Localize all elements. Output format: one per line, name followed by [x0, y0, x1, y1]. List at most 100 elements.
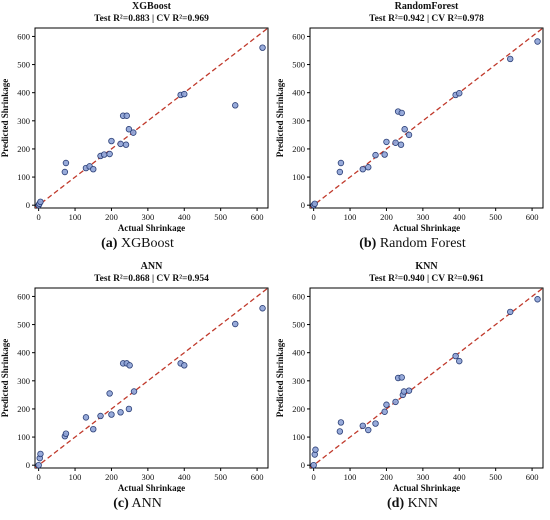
y-axis-title: Predicted Shrinkage	[275, 339, 285, 418]
data-point	[381, 151, 388, 158]
x-axis-title: Actual Shrinkage	[393, 223, 460, 232]
data-point	[125, 126, 133, 133]
y-tick-label: 600	[17, 31, 30, 41]
data-point	[117, 409, 124, 416]
data-point	[456, 90, 463, 97]
chart-subtitle: Test R²=0.940 | CV R²=0.961	[369, 274, 484, 284]
data-point	[400, 388, 408, 395]
data-point	[106, 150, 113, 158]
data-point	[398, 109, 405, 117]
x-tick-label: 400	[453, 212, 466, 222]
caption-letter: (a)	[101, 236, 118, 251]
chart-title: RandomForest	[395, 1, 459, 12]
reference-line	[310, 28, 543, 208]
reference-line	[35, 288, 268, 468]
y-tick-label: 300	[17, 376, 30, 386]
y-tick-label: 100	[17, 432, 30, 442]
x-tick-label: 300	[416, 472, 429, 482]
figure-caption: (a) XGBoost	[0, 236, 275, 252]
data-point	[181, 362, 188, 369]
x-tick-label: 300	[141, 212, 154, 222]
x-axis-title: Actual Shrinkage	[393, 483, 460, 492]
chart-title: ANN	[141, 261, 163, 272]
chart-svg: XGBoost Test R²=0.883 | CV R²=0.969 0 100 20…	[0, 1, 269, 232]
y-tick-label: 200	[292, 144, 305, 154]
data-point	[126, 362, 133, 369]
data-point	[122, 141, 130, 148]
x-tick-label: 400	[178, 472, 191, 482]
chart-title: XGBoost	[132, 1, 172, 12]
y-tick-label: 300	[292, 116, 305, 126]
data-point	[130, 129, 137, 136]
chart-svg: KNN Test R²=0.940 | CV R²=0.961 0 100 200 300…	[275, 261, 544, 492]
data-point	[108, 137, 115, 145]
data-point	[405, 387, 413, 394]
data-point	[405, 131, 413, 139]
data-point	[401, 126, 408, 133]
caption-text: ANN	[131, 496, 162, 511]
x-tick-label: 100	[69, 212, 82, 222]
data-point	[62, 159, 70, 167]
data-point	[310, 461, 317, 469]
x-tick-label: 0	[312, 212, 316, 222]
reference-line	[310, 288, 543, 468]
data-point	[397, 141, 405, 148]
data-point	[359, 165, 366, 173]
y-tick-label: 400	[292, 348, 305, 358]
data-point	[359, 422, 366, 430]
x-axis-title: Actual Shrinkage	[118, 483, 185, 492]
caption-text: Random Forest	[379, 236, 466, 251]
x-tick-label: 400	[453, 472, 466, 482]
data-point	[123, 112, 130, 119]
y-tick-label: 500	[17, 60, 30, 70]
y-axis-title: Predicted Shrinkage	[0, 79, 10, 158]
data-point	[365, 426, 372, 434]
x-tick-label: 500	[489, 472, 502, 482]
data-point	[336, 168, 344, 176]
y-tick-label: 0	[26, 200, 30, 210]
x-tick-label: 500	[214, 212, 227, 222]
y-tick-label: 0	[26, 460, 30, 470]
data-point	[130, 388, 138, 395]
x-tick-label: 600	[251, 472, 264, 482]
data-point	[62, 430, 70, 437]
data-point	[232, 320, 239, 328]
x-tick-label: 600	[251, 212, 264, 222]
data-point	[372, 151, 379, 159]
x-tick-label: 100	[344, 472, 357, 482]
data-point	[507, 308, 514, 316]
figure-caption: (b) Random Forest	[275, 236, 550, 252]
data-point	[90, 165, 97, 173]
data-point	[392, 139, 399, 146]
data-point	[365, 164, 372, 171]
chart-panel-xgboost: XGBoost Test R²=0.883 | CV R²=0.969 0 100 20…	[0, 0, 275, 260]
x-tick-label: 300	[141, 472, 154, 482]
data-point	[37, 198, 44, 206]
x-tick-label: 200	[105, 212, 118, 222]
x-axis-title: Actual Shrinkage	[118, 223, 185, 232]
x-tick-label: 0	[37, 212, 41, 222]
x-tick-label: 300	[416, 212, 429, 222]
data-point	[35, 461, 42, 469]
data-point	[337, 159, 345, 167]
x-tick-label: 500	[489, 212, 502, 222]
data-point	[383, 401, 390, 408]
chart-title: KNN	[415, 261, 438, 272]
data-point	[181, 90, 188, 98]
y-axis-title: Predicted Shrinkage	[0, 339, 10, 418]
data-point	[108, 411, 115, 418]
y-tick-label: 200	[17, 404, 30, 414]
y-tick-label: 600	[292, 291, 305, 301]
data-point	[37, 450, 44, 458]
data-point	[259, 44, 266, 51]
data-point	[452, 352, 459, 360]
y-tick-label: 500	[292, 60, 305, 70]
data-point	[90, 425, 97, 433]
plot-frame	[34, 27, 269, 209]
x-tick-label: 200	[105, 472, 118, 482]
y-tick-label: 200	[292, 404, 305, 414]
chart-subtitle: Test R²=0.868 | CV R²=0.954	[94, 274, 209, 284]
figure-caption: (d) KNN	[275, 496, 550, 512]
y-tick-label: 600	[292, 31, 305, 41]
chart-panel-knn: KNN Test R²=0.940 | CV R²=0.961 0 100 200 300…	[275, 260, 550, 520]
